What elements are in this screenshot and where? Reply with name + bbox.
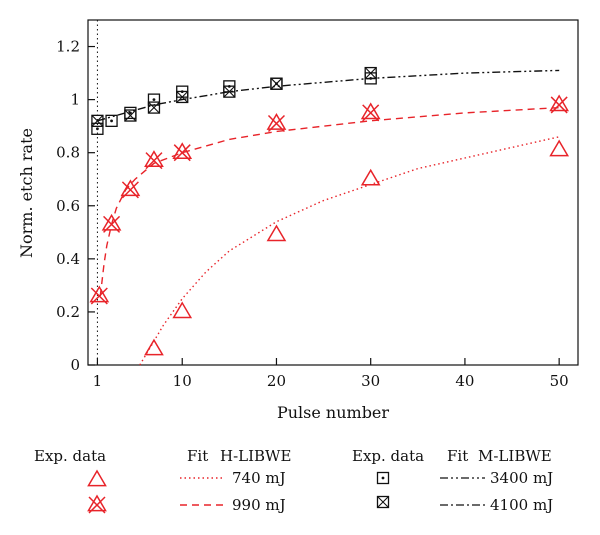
data-point-h990 — [266, 113, 287, 133]
data-point-m4100 — [270, 77, 283, 90]
legend-marker-m4100 — [376, 495, 390, 509]
y-tick-label: 0.2 — [56, 303, 80, 321]
y-tick-label: 0 — [70, 356, 80, 374]
legend-h990-marker — [87, 494, 107, 514]
legend-m-exp-header: Exp. data — [352, 447, 424, 465]
legend-m-libwe: Exp. data Fit M-LIBWE 3400 mJ 4100 mJ — [352, 447, 553, 514]
data-point-h990 — [120, 179, 141, 199]
data-point-h990 — [360, 102, 381, 122]
data-point-h740 — [549, 139, 570, 157]
legend-h-fit-header: Fit — [187, 447, 208, 465]
fit-curve-h990 — [99, 106, 560, 297]
x-axis-ticks: 1 10 20 30 40 50 — [93, 358, 569, 390]
legend-marker-m3400 — [376, 471, 390, 485]
x-tick-label: 40 — [455, 372, 474, 390]
data-point-h990 — [549, 94, 570, 114]
legend-m-group-header: M-LIBWE — [478, 447, 552, 465]
legend-h-libwe: Exp. data Fit H-LIBWE 740 mJ 990 mJ — [34, 447, 291, 514]
y-tick-label: 0.4 — [56, 250, 80, 268]
fit-curve-m3400 — [97, 69, 560, 122]
legend-m-fit-header: Fit — [447, 447, 468, 465]
x-axis-title: Pulse number — [277, 403, 389, 422]
legend-m4100-marker — [376, 495, 390, 509]
data-point-m4100 — [91, 114, 104, 127]
data-point-h990 — [89, 285, 110, 305]
data-point-h990 — [101, 213, 122, 233]
legend-m3400-marker — [376, 471, 390, 485]
data-point-m3400 — [124, 106, 137, 120]
data-point-m3400 — [147, 93, 161, 106]
x-tick-label: 50 — [550, 372, 569, 390]
data-point-h740 — [172, 301, 193, 319]
legend-h740-marker — [87, 469, 107, 487]
data-point-m4100 — [147, 101, 161, 114]
legend-m4100-label: 4100 mJ — [490, 496, 553, 514]
data-point-m3400 — [91, 122, 104, 135]
y-axis-ticks: 0 0.2 0.4 0.6 0.8 1 1.2 — [56, 38, 95, 374]
x-tick-label: 10 — [173, 372, 192, 390]
legend-marker-h990 — [87, 494, 107, 514]
fit-curves — [97, 69, 560, 366]
data-point-m4100 — [223, 85, 236, 98]
data-point-h990 — [172, 142, 193, 162]
data-point-h740 — [360, 168, 381, 186]
legend-h990-label: 990 mJ — [232, 496, 286, 514]
plot-frame — [87, 19, 579, 366]
fit-curve-h740 — [139, 136, 560, 366]
x-tick-label: 1 — [93, 372, 103, 390]
y-tick-label: 1 — [70, 91, 80, 109]
y-axis-title: Norm. etch rate — [17, 128, 36, 258]
y-tick-label: 0.8 — [56, 144, 80, 162]
data-point-h740 — [144, 338, 164, 356]
data-point-h740 — [266, 224, 287, 242]
legend-marker-h740 — [87, 469, 107, 487]
data-point-h990 — [144, 150, 164, 170]
data-point-m3400 — [105, 114, 118, 127]
x-tick-label: 20 — [267, 372, 286, 390]
data-markers — [89, 66, 570, 356]
data-point-m4100 — [124, 109, 137, 122]
legend-m3400-label: 3400 mJ — [490, 469, 553, 487]
x-tick-label: 30 — [361, 372, 380, 390]
y-tick-label: 0.6 — [56, 197, 80, 215]
legend-h-exp-header: Exp. data — [34, 447, 106, 465]
legend-h-group-header: H-LIBWE — [220, 447, 291, 465]
data-point-m4100 — [364, 66, 377, 80]
y-tick-label: 1.2 — [56, 38, 80, 56]
data-point-m4100 — [176, 90, 189, 104]
legend-h740-label: 740 mJ — [232, 469, 286, 487]
